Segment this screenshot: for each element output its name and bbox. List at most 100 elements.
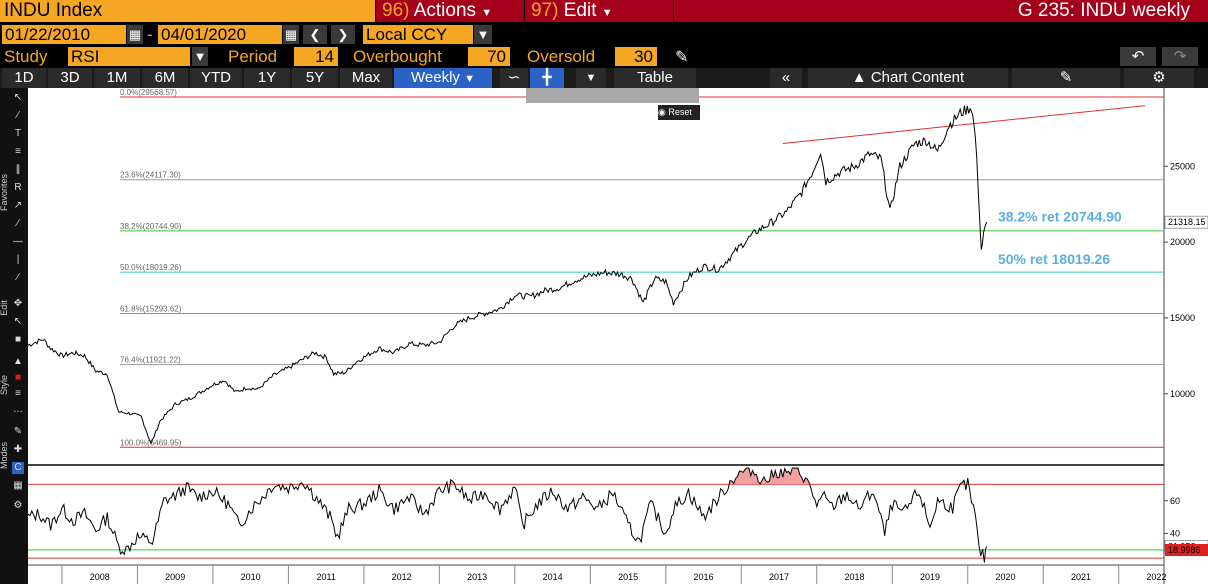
date-separator: - [147, 25, 153, 44]
actions-menu[interactable]: 96) Actions ▼ [376, 0, 524, 22]
retracement-annotation: 50% ret 18019.26 [998, 251, 1110, 267]
period-input[interactable]: 14 [294, 47, 338, 66]
overbought-input[interactable]: 70 [468, 47, 510, 66]
fib-level-label: 61.8%(15293.62) [120, 304, 182, 313]
select-icon[interactable]: ↖ [13, 316, 23, 327]
text-tool-icon[interactable]: T [14, 128, 22, 139]
oversold-label: Oversold [527, 47, 596, 66]
brush-tool-icon[interactable]: ∕ [17, 218, 19, 229]
annotation-popup[interactable] [526, 88, 699, 103]
color-swatch-icon[interactable]: ■ [14, 372, 22, 383]
crosshair-icon[interactable]: ✚ [13, 444, 23, 455]
ticker-text: INDU Index [4, 0, 103, 21]
range-5y[interactable]: 5Y [292, 68, 338, 88]
line-weight-icon[interactable]: ≡ [15, 388, 21, 399]
trash-icon[interactable]: ■ [14, 334, 22, 345]
collapse-icon[interactable]: « [770, 68, 802, 88]
fib-level-label: 23.6%(24117.30) [120, 171, 181, 180]
gear-icon[interactable]: ⚙ [1124, 68, 1194, 88]
study-label: Study [4, 47, 48, 66]
range-ytd[interactable]: YTD [190, 68, 242, 88]
frequency-label: Weekly [411, 69, 460, 86]
pen-icon[interactable]: ✎ [675, 49, 689, 66]
calendar-icon[interactable]: ▦ [283, 25, 299, 44]
next-arrow-icon[interactable]: ❯ [331, 25, 355, 44]
xaxis-tick-label: 2014 [543, 572, 563, 582]
line-chart-icon[interactable]: ∽ [500, 68, 528, 88]
ruler-tool-icon[interactable]: ∕ [17, 272, 19, 283]
vline-tool-icon[interactable]: | [16, 254, 20, 265]
yaxis-background [1164, 88, 1208, 584]
title-bar: INDU Index 96) Actions ▼ 97) Edit ▼ G 23… [0, 0, 1208, 22]
retracement-annotation: 38.2% ret 20744.90 [998, 209, 1122, 225]
edit-chart-icon[interactable]: ✎ [1012, 68, 1120, 88]
ticker-field[interactable]: INDU Index [0, 0, 375, 22]
axis-labels: 2008 2009 2010 2011 2012 2013 2014 2015 2016 2017… [90, 161, 1208, 582]
undo-icon[interactable]: ↶ [1120, 47, 1156, 66]
edit-number: 97) [531, 0, 559, 21]
range-1y[interactable]: 1Y [244, 68, 290, 88]
magnet-icon[interactable]: C [12, 462, 24, 474]
period-label: Period [228, 47, 278, 66]
currency-select[interactable]: Local CCY [363, 25, 473, 44]
chart-content-button[interactable]: ▲ Chart Content [808, 68, 1008, 88]
rsi-second-tag [1165, 544, 1208, 556]
trend-tool-icon[interactable]: ↗ [13, 200, 23, 211]
previous-arrow-icon[interactable]: ❮ [303, 25, 327, 44]
line-style-icon[interactable]: … [13, 404, 23, 415]
range-3d[interactable]: 3D [48, 68, 92, 88]
gridlines [61, 165, 1168, 584]
rsi-series [27, 467, 1164, 563]
end-date-input[interactable]: 04/01/2020 [158, 25, 282, 44]
xaxis-tick-label: 2021 [1071, 572, 1091, 582]
reset-button[interactable]: ◉ Reset [658, 105, 700, 120]
range-1m[interactable]: 1M [94, 68, 140, 88]
price-ytick-label: 15000 [1170, 313, 1195, 323]
price-ytick-label: 10000 [1170, 389, 1195, 399]
frequency-select[interactable]: Weekly ▼ [394, 68, 492, 88]
rsi-line [27, 467, 988, 563]
redo-icon[interactable]: ↷ [1162, 47, 1198, 66]
line-tool-icon[interactable]: ∕ [17, 110, 19, 121]
xaxis-tick-label: 2009 [165, 572, 185, 582]
last-price-label: 21318.15 [1168, 217, 1206, 227]
study-select[interactable]: RSI [68, 47, 190, 66]
chevron-down-icon[interactable]: ▼ [192, 47, 208, 66]
calendar-icon[interactable]: ▦ [127, 25, 143, 44]
fib-tool-icon[interactable]: ≡ [15, 146, 21, 157]
chevron-down-icon: ▼ [481, 7, 493, 19]
range-6m[interactable]: 6M [142, 68, 188, 88]
range-max[interactable]: Max [340, 68, 392, 88]
start-date-input[interactable]: 01/22/2010 [2, 25, 126, 44]
chevron-down-icon[interactable]: ▼ [474, 25, 492, 44]
window-title: G 235: INDU weekly [674, 0, 1208, 22]
bar-chart-icon[interactable]: ╋ [530, 68, 564, 88]
move-icon[interactable]: ✥ [13, 298, 23, 309]
window-title-text: G 235: INDU weekly [1017, 0, 1190, 21]
fib-level-label: 0.0%(29568.57) [120, 88, 177, 97]
chart-background [28, 88, 1164, 584]
gear-icon[interactable]: ⚙ [13, 500, 23, 511]
pointer-icon[interactable]: ↖ [13, 92, 23, 103]
rsi-overbought-fill [28, 468, 987, 485]
chevron-down-icon[interactable]: ▼ [576, 68, 606, 88]
range-1d[interactable]: 1D [2, 68, 46, 88]
reset-icon: ◉ [658, 107, 666, 117]
xaxis-tick-label: 2010 [241, 572, 261, 582]
reset-label: Reset [668, 107, 692, 117]
xaxis-tick-label: 2011 [316, 572, 335, 582]
channel-tool-icon[interactable]: ∥ [15, 164, 21, 175]
table-button[interactable]: Table [614, 68, 696, 88]
fib-level-label: 50.0%(18019.26) [120, 263, 182, 272]
grid-icon[interactable]: ▦ [13, 480, 23, 491]
bucket-icon[interactable]: ▲ [13, 356, 23, 367]
ray-tool-icon[interactable]: R [14, 182, 22, 193]
oversold-input[interactable]: 30 [615, 47, 657, 66]
last-price-tag [1164, 215, 1208, 229]
pencil-icon[interactable]: ✎ [13, 426, 23, 437]
edit-menu[interactable]: 97) Edit ▼ [525, 0, 673, 22]
range-toolbar: 1D 3D 1M 6M YTD 1Y 5Y Max Weekly ▼ ∽ ╋ ▼… [0, 68, 1208, 88]
hline-tool-icon[interactable]: — [13, 236, 23, 247]
edit-label: Edit [563, 0, 597, 21]
style-label: Style [0, 374, 9, 395]
